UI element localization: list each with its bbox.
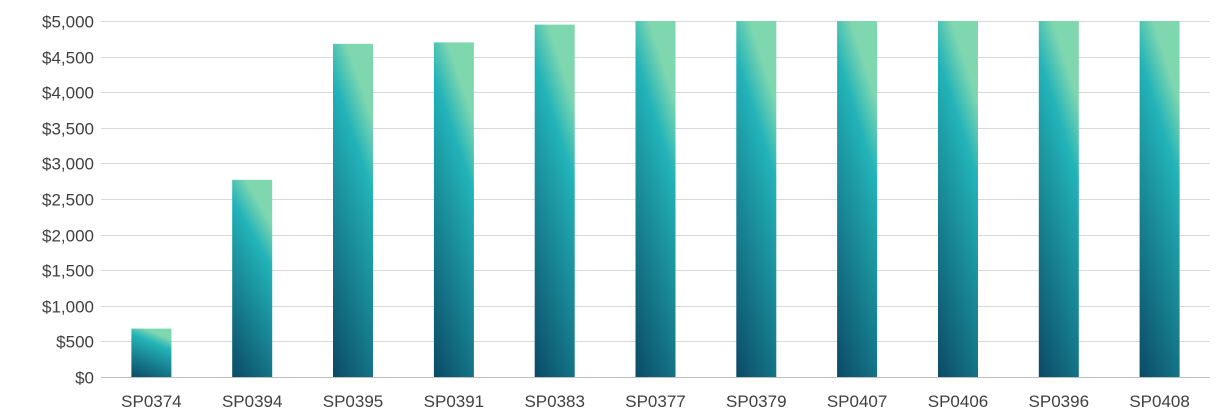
bar-sp0406 <box>938 21 978 377</box>
y-tick-label: $3,500 <box>42 120 94 139</box>
x-tick-label: SP0374 <box>121 392 182 411</box>
bar-sp0391 <box>433 42 474 378</box>
bar-sp0395 <box>333 43 373 378</box>
y-tick-label: $1,500 <box>42 262 94 281</box>
x-tick-label: SP0406 <box>928 392 989 411</box>
x-tick-label: SP0394 <box>222 392 283 411</box>
x-tick-label: SP0383 <box>524 392 585 411</box>
x-tick-label: SP0379 <box>726 392 787 411</box>
bars <box>131 21 1180 378</box>
x-tick-label: SP0377 <box>625 392 686 411</box>
bar-sp0374 <box>131 328 172 377</box>
y-tick-label: $4,000 <box>42 84 94 103</box>
bar-sp0379 <box>736 21 777 377</box>
bar-sp0394 <box>232 179 273 377</box>
bar-sp0383 <box>534 24 575 377</box>
x-tick-label: SP0391 <box>424 392 485 411</box>
bar-sp0377 <box>635 21 676 377</box>
bar-sp0396 <box>1038 21 1079 377</box>
y-tick-label: $2,000 <box>42 227 94 246</box>
bar-sp0408 <box>1139 21 1180 377</box>
y-tick-label: $3,000 <box>42 155 94 174</box>
y-tick-label: $2,500 <box>42 191 94 210</box>
y-tick-label: $1,000 <box>42 298 94 317</box>
x-tick-label: SP0396 <box>1029 392 1090 411</box>
x-tick-label: SP0408 <box>1129 392 1190 411</box>
y-axis-tick-labels: $0 $500 $1,000 $1,500 $2,000 $2,500 $3,000 $3,5… <box>42 13 94 388</box>
x-tick-label: SP0407 <box>827 392 888 411</box>
y-tick-label: $5,000 <box>42 13 94 32</box>
x-tick-label: SP0395 <box>323 392 384 411</box>
y-tick-label: $0 <box>75 369 94 388</box>
bar-sp0407 <box>837 21 878 377</box>
y-tick-label: $500 <box>56 333 94 352</box>
y-tick-label: $4,500 <box>42 49 94 68</box>
x-axis-tick-labels: SP0374 SP0394 SP0395 SP0391 SP0383 SP0377 SP03… <box>121 392 1190 411</box>
